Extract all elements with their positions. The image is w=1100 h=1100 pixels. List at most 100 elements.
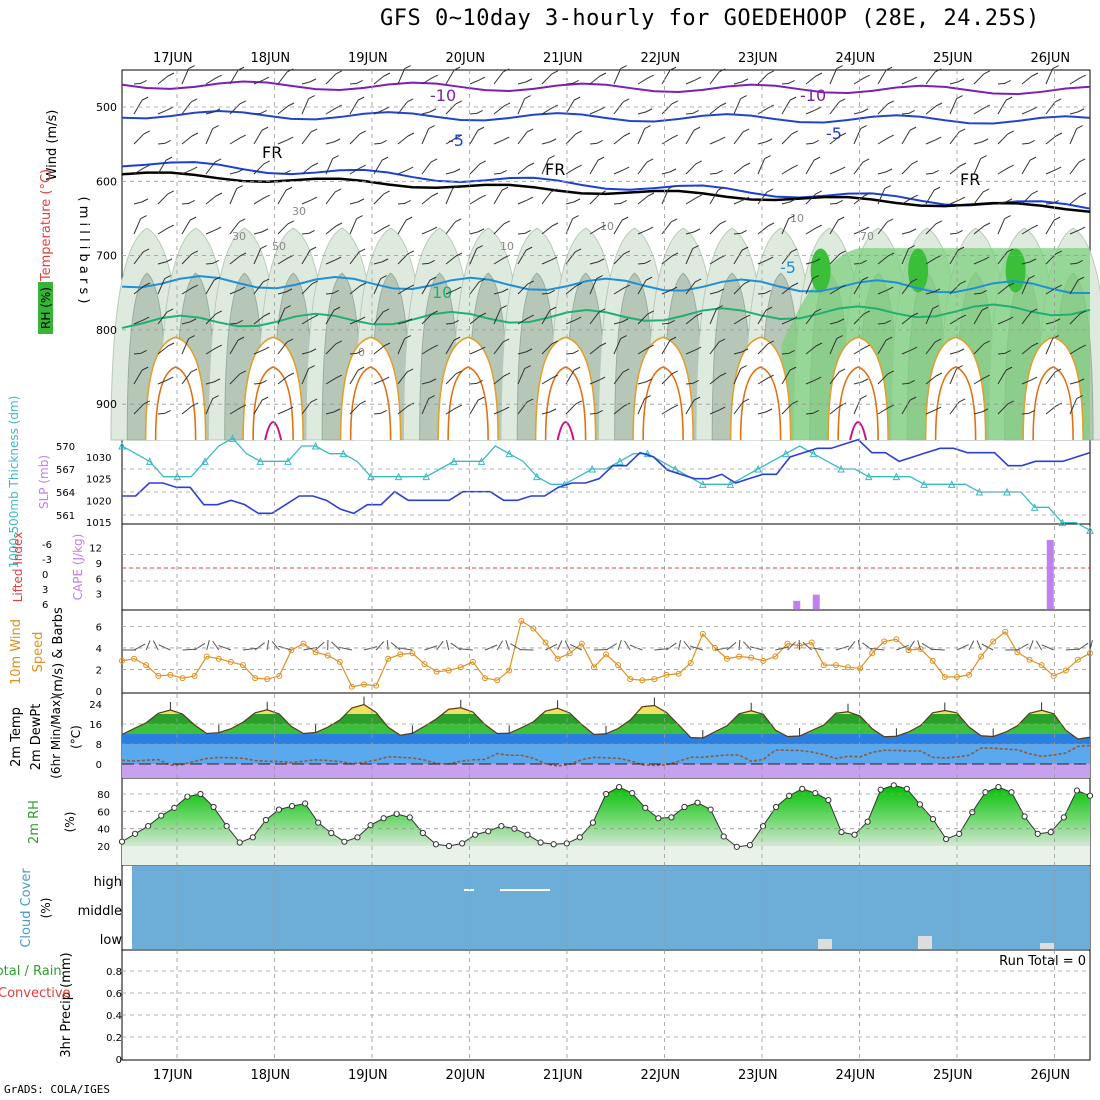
thickness-marker <box>698 480 707 488</box>
thickness-marker <box>118 441 126 450</box>
wind-barb <box>229 185 243 205</box>
wind-barb <box>253 245 267 265</box>
rh-point <box>275 806 283 813</box>
wind-barb <box>877 218 894 235</box>
cape-bar <box>793 600 801 609</box>
wind-barb <box>445 100 463 115</box>
temp-band <box>122 714 1090 724</box>
wind-barb-10m <box>1065 648 1080 651</box>
wind-barb <box>469 278 486 295</box>
wind-barb <box>781 130 799 145</box>
thickness-marker <box>339 449 348 458</box>
wind-barb <box>1021 156 1037 175</box>
wind-barb <box>685 194 703 205</box>
wind-barb <box>205 226 222 235</box>
wind-barb <box>925 136 942 145</box>
wind-barb <box>181 368 198 385</box>
wind-barb <box>373 224 391 235</box>
wind-barb <box>1069 158 1086 175</box>
wind-barb <box>205 74 223 85</box>
wind-barb <box>493 372 511 385</box>
wind-barb <box>349 282 367 295</box>
wind-barb <box>781 248 798 265</box>
wind-barb <box>181 199 195 205</box>
cloud-gap <box>500 889 550 891</box>
wind-barb <box>805 308 822 325</box>
wind-barb <box>829 98 846 115</box>
wind-tick: 0 <box>96 687 102 698</box>
wind-barb <box>901 245 915 265</box>
date-label-top: 24JUN <box>836 51 876 66</box>
thickness-marker <box>505 449 514 458</box>
wind-barb <box>757 104 775 115</box>
rh-tick: 80 <box>97 790 110 801</box>
wind-barb <box>253 109 267 115</box>
wind-barb <box>853 125 867 145</box>
wind-barb <box>277 220 295 235</box>
wind-barb <box>685 245 699 265</box>
wind-barb <box>589 409 603 415</box>
wind-barb <box>445 218 462 235</box>
wind-barb <box>925 372 943 385</box>
wind-barb-10m <box>624 640 631 651</box>
wind-speed-point <box>639 677 646 684</box>
wind-barb <box>277 406 294 415</box>
rh-green-core <box>810 248 831 293</box>
thickness-marker <box>256 457 265 465</box>
wind-barb <box>853 192 871 205</box>
wind-barb <box>541 289 555 295</box>
wind-barb <box>1045 166 1062 175</box>
wind-speed-point <box>990 638 997 645</box>
rh-point <box>485 828 492 835</box>
wind-barbs-upper <box>133 65 1087 415</box>
ylabel-rh2m: 2m RH <box>27 800 42 844</box>
thickness-marker <box>367 472 375 481</box>
wind-barb <box>1021 258 1037 265</box>
rh-point <box>707 806 714 813</box>
wind-barb-10m <box>158 644 171 651</box>
cape-tick: 3 <box>96 590 102 601</box>
rh-point <box>1086 792 1094 799</box>
wind-barb <box>901 346 918 355</box>
rh-point <box>825 796 832 804</box>
contour-label: FR <box>262 143 282 162</box>
wind-barb <box>709 68 726 85</box>
wind-barb <box>733 196 750 205</box>
wind-speed-point <box>663 671 670 678</box>
wind-barb <box>781 96 797 115</box>
wind-barb <box>661 319 675 325</box>
rh-point <box>498 822 505 830</box>
wind-speed-point <box>869 650 876 657</box>
wind-barb <box>1021 275 1035 295</box>
wind-speed-point <box>784 640 791 647</box>
wind-barb <box>589 376 606 385</box>
wind-barb <box>1045 318 1061 325</box>
ylabel-wind: Wind (m/s) <box>45 110 60 181</box>
wind-speed-point <box>724 655 730 662</box>
wind-barb-10m <box>593 648 608 651</box>
wind-barb <box>973 408 989 415</box>
rh-point <box>524 831 531 838</box>
wind-barb <box>397 216 413 235</box>
panel-frame-slp <box>121 439 1091 525</box>
wind-barb <box>733 78 749 85</box>
wind-barb <box>949 196 966 205</box>
wind-barb <box>637 378 653 385</box>
wind-barb <box>805 106 822 115</box>
wind-barb <box>205 276 221 295</box>
wind-barb <box>325 408 341 415</box>
contour-label: FR <box>545 160 565 179</box>
wind-barb <box>349 400 367 415</box>
wind-barb-10m <box>908 640 915 651</box>
wind-barb <box>997 79 1011 85</box>
wind-barb <box>517 95 531 115</box>
wind-barb <box>301 246 317 265</box>
wind-barb <box>613 132 631 145</box>
slp-tick: 1020 <box>86 496 111 507</box>
wind-barb-10m <box>545 643 558 651</box>
temp-contour-warmer <box>447 366 489 441</box>
wind-barb <box>877 370 895 385</box>
wind-speed-point <box>627 676 634 683</box>
wind-barb <box>709 338 726 355</box>
